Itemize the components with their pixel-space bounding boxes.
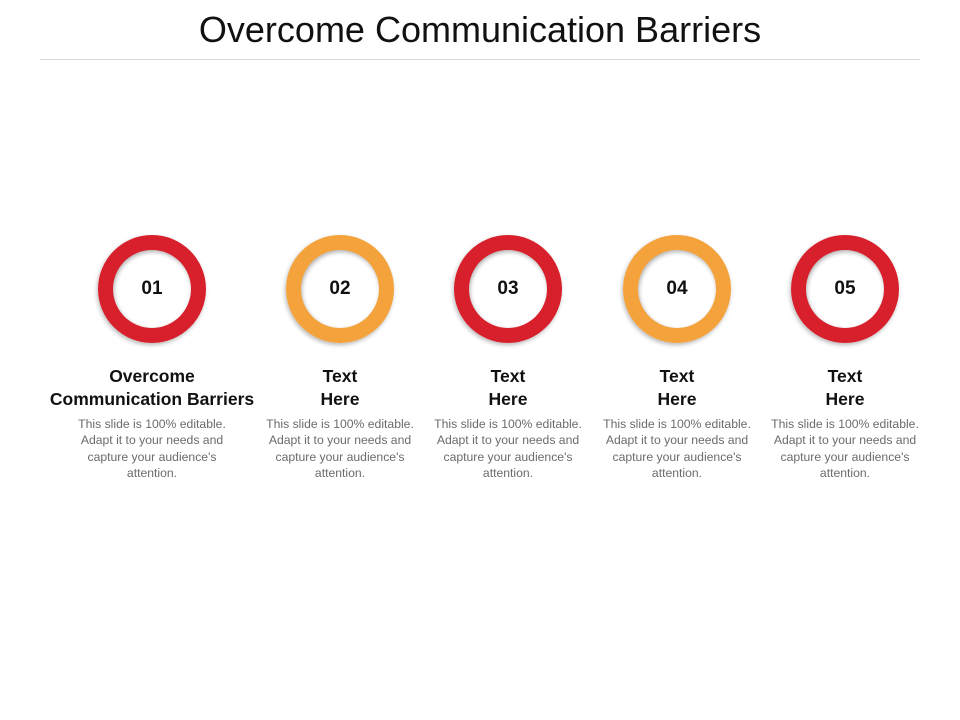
step-number: 02 <box>329 278 351 299</box>
step-heading: Text Here <box>393 365 623 411</box>
step-number: 03 <box>497 278 519 299</box>
step-5: 05 Text Here This slide is 100% editable… <box>730 232 960 492</box>
step-heading-line-1: Overcome <box>109 366 195 386</box>
step-4: 04 Text Here This slide is 100% editable… <box>562 232 792 492</box>
step-heading-line-1: Text <box>322 366 358 386</box>
step-ring-center: 03 <box>469 250 547 328</box>
step-ring-center: 05 <box>806 250 884 328</box>
step-ring: 04 <box>623 235 731 343</box>
step-heading-line-1: Text <box>490 366 526 386</box>
step-heading-line-2: Here <box>825 389 865 409</box>
step-description: This slide is 100% editable. Adapt it to… <box>78 417 226 480</box>
step-ring-center: 02 <box>301 250 379 328</box>
step-description: This slide is 100% editable. Adapt it to… <box>434 417 582 480</box>
slide-title: Overcome Communication Barriers <box>198 9 762 50</box>
step-heading-line-2: Communication Barriers <box>49 389 255 409</box>
step-number: 01 <box>141 278 163 299</box>
step-heading-line-1: Text <box>827 366 863 386</box>
step-description: This slide is 100% editable. Adapt it to… <box>603 417 751 480</box>
step-heading: Text Here <box>225 365 455 411</box>
step-number: 05 <box>834 278 856 299</box>
step-heading-line-1: Text <box>659 366 695 386</box>
step-heading-line-2: Here <box>657 389 697 409</box>
step-2: 02 Text Here This slide is 100% editable… <box>225 232 455 492</box>
step-1: 01 Overcome Communication Barriers This … <box>37 232 267 492</box>
step-ring-center: 01 <box>113 250 191 328</box>
step-heading: Text Here <box>562 365 792 411</box>
step-3: 03 Text Here This slide is 100% editable… <box>393 232 623 492</box>
step-ring: 02 <box>286 235 394 343</box>
step-heading-line-2: Here <box>488 389 528 409</box>
step-description: This slide is 100% editable. Adapt it to… <box>266 417 414 480</box>
step-description: This slide is 100% editable. Adapt it to… <box>771 417 919 480</box>
step-ring: 01 <box>98 235 206 343</box>
step-heading-line-2: Here <box>320 389 360 409</box>
step-ring: 03 <box>454 235 562 343</box>
step-heading: Overcome Communication Barriers <box>37 365 267 411</box>
step-number: 04 <box>666 278 688 299</box>
step-heading: Text Here <box>730 365 960 411</box>
title-divider <box>40 59 920 60</box>
step-ring-center: 04 <box>638 250 716 328</box>
step-ring: 05 <box>791 235 899 343</box>
